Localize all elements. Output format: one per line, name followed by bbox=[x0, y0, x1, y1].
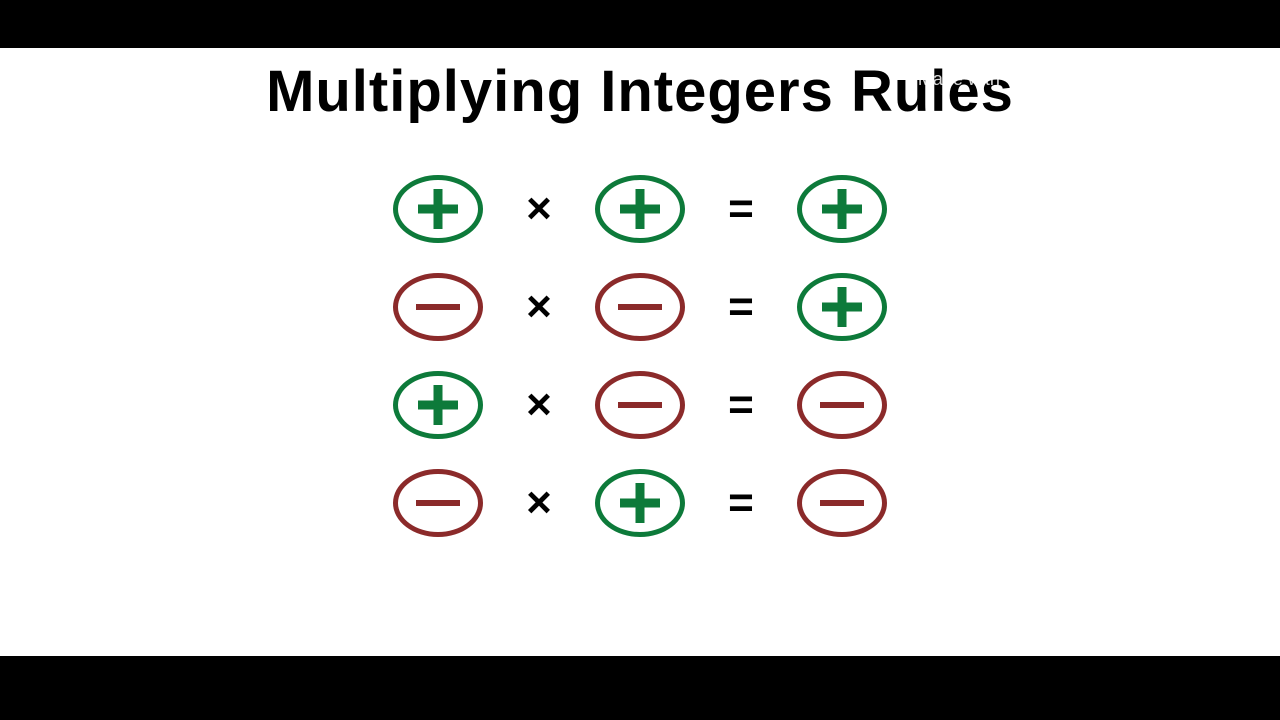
equals-operator: = bbox=[721, 380, 761, 430]
times-operator: × bbox=[519, 282, 559, 332]
minus-sign-icon bbox=[595, 273, 685, 341]
watermark-brand: KINEMASTER bbox=[1008, 52, 1262, 94]
minus-sign-icon bbox=[595, 371, 685, 439]
plus-glyph bbox=[822, 189, 862, 229]
equals-operator: = bbox=[721, 184, 761, 234]
watermark-prefix: Made with bbox=[918, 69, 1000, 90]
watermark: Made with KINEMASTER bbox=[918, 52, 1262, 94]
plus-glyph bbox=[620, 189, 660, 229]
plus-sign-icon bbox=[393, 175, 483, 243]
equals-operator: = bbox=[721, 282, 761, 332]
minus-sign-icon bbox=[393, 273, 483, 341]
plus-glyph bbox=[418, 189, 458, 229]
times-operator: × bbox=[519, 184, 559, 234]
plus-glyph bbox=[822, 287, 862, 327]
minus-sign-icon bbox=[797, 469, 887, 537]
minus-sign-icon bbox=[797, 371, 887, 439]
content-area: Multiplying Integers Rules ×=×=×=×= bbox=[0, 48, 1280, 656]
plus-sign-icon bbox=[595, 175, 685, 243]
minus-sign-icon bbox=[393, 469, 483, 537]
rules-grid: ×=×=×=×= bbox=[0, 125, 1280, 537]
minus-glyph bbox=[416, 304, 460, 310]
times-operator: × bbox=[519, 478, 559, 528]
minus-glyph bbox=[618, 402, 662, 408]
rule-row: ×= bbox=[393, 371, 887, 439]
minus-glyph bbox=[820, 500, 864, 506]
minus-glyph bbox=[618, 304, 662, 310]
times-operator: × bbox=[519, 380, 559, 430]
equals-operator: = bbox=[721, 478, 761, 528]
rule-row: ×= bbox=[393, 273, 887, 341]
plus-sign-icon bbox=[595, 469, 685, 537]
rule-row: ×= bbox=[393, 469, 887, 537]
minus-glyph bbox=[416, 500, 460, 506]
plus-glyph bbox=[418, 385, 458, 425]
plus-glyph bbox=[620, 483, 660, 523]
minus-glyph bbox=[820, 402, 864, 408]
plus-sign-icon bbox=[797, 273, 887, 341]
plus-sign-icon bbox=[797, 175, 887, 243]
plus-sign-icon bbox=[393, 371, 483, 439]
rule-row: ×= bbox=[393, 175, 887, 243]
